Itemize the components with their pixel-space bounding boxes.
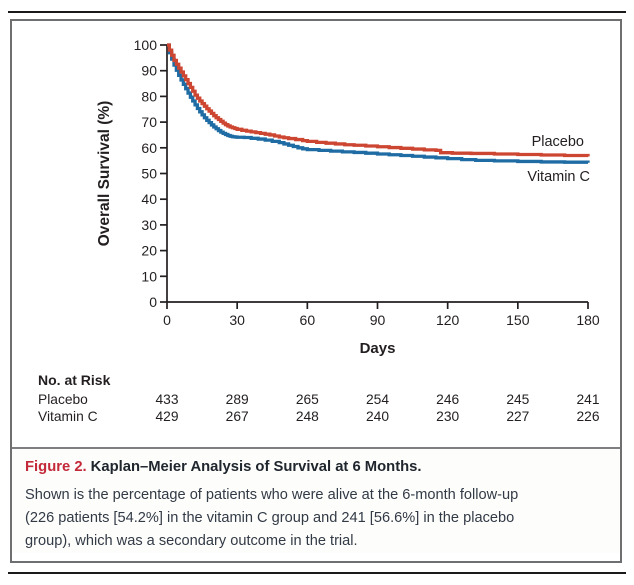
curve-label-vitamin-c: Vitamin C (527, 169, 590, 185)
at-risk-row-label: Vitamin C (38, 409, 98, 424)
y-tick-label: 10 (141, 268, 157, 284)
at-risk-row-label: Placebo (38, 392, 88, 407)
x-tick-label: 150 (506, 312, 530, 328)
series-curve-placebo (167, 43, 590, 158)
y-tick-label: 40 (141, 191, 157, 207)
y-tick-label: 0 (149, 294, 157, 310)
x-tick-label: 120 (436, 312, 460, 328)
y-tick-label: 90 (141, 63, 157, 79)
y-tick-label: 20 (141, 243, 157, 259)
at-risk-header: No. at Risk (38, 372, 111, 388)
y-tick-label: 50 (141, 166, 157, 182)
figure-number-label: Figure 2. (25, 459, 87, 475)
at-risk-value: 267 (226, 409, 249, 424)
y-tick-label: 60 (141, 140, 157, 156)
at-risk-value: 246 (436, 392, 459, 407)
at-risk-value: 265 (296, 392, 319, 407)
figure-caption-title: Figure 2. Kaplan–Meier Analysis of Surviv… (25, 459, 606, 475)
x-tick-label: 90 (370, 312, 386, 328)
figure-box: 0 10 20 30 40 50 60 70 80 90 100 0 30 60 90 120 150 180 Da… (10, 19, 622, 563)
figure-caption-panel: Figure 2. Kaplan–Meier Analysis of Surviv… (12, 447, 620, 553)
at-risk-value: 289 (226, 392, 249, 407)
y-tick-label: 70 (141, 114, 157, 130)
bottom-column-rule (8, 572, 626, 574)
at-risk-value: 241 (576, 392, 599, 407)
x-tick-label: 180 (576, 312, 600, 328)
y-tick-label: 30 (141, 217, 157, 233)
figure-title-text: Kaplan–Meier Analysis of Survival at 6 M… (90, 459, 422, 475)
at-risk-value: 226 (576, 409, 599, 424)
x-axis-title: Days (360, 340, 396, 357)
x-tick-label: 0 (163, 312, 171, 328)
at-risk-value: 433 (155, 392, 178, 407)
at-risk-value: 230 (436, 409, 459, 424)
y-tick-label: 100 (134, 37, 158, 53)
figure-caption-body: Shown is the percentage of patients who … (25, 487, 519, 549)
at-risk-value: 254 (366, 392, 389, 407)
at-risk-value: 240 (366, 409, 389, 424)
series-curve-vitamin-c (167, 43, 590, 164)
y-tick-label: 80 (141, 88, 157, 104)
y-axis-title: Overall Survival (%) (96, 101, 113, 247)
at-risk-value: 429 (155, 409, 178, 424)
x-tick-label: 60 (300, 312, 316, 328)
at-risk-value: 227 (506, 409, 529, 424)
at-risk-value: 248 (296, 409, 319, 424)
x-tick-label: 30 (229, 312, 245, 328)
top-column-rule (8, 11, 626, 13)
at-risk-value: 245 (506, 392, 529, 407)
km-survival-chart: 0 10 20 30 40 50 60 70 80 90 100 0 30 60 90 120 150 180 Da… (38, 37, 600, 424)
curve-label-placebo: Placebo (532, 134, 584, 150)
